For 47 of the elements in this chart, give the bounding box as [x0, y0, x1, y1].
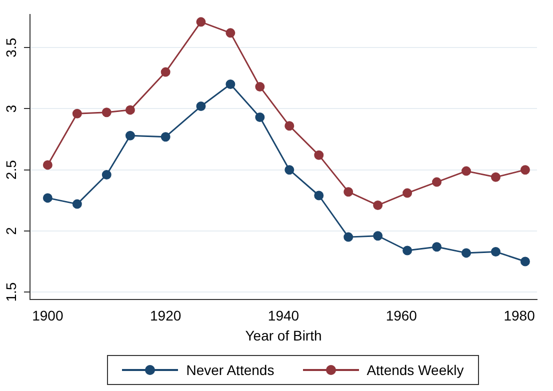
- x-tick-label: 1940: [268, 308, 300, 324]
- y-tick-label: 2.5: [2, 160, 19, 180]
- point: [125, 130, 135, 140]
- point: [314, 150, 324, 160]
- point: [196, 17, 206, 27]
- point: [520, 256, 530, 266]
- point: [373, 231, 383, 241]
- point: [490, 172, 500, 182]
- point: [344, 232, 354, 242]
- point: [72, 199, 82, 209]
- point: [42, 160, 52, 170]
- point: [160, 132, 170, 142]
- point: [402, 188, 412, 198]
- point: [102, 108, 112, 118]
- point: [160, 67, 170, 77]
- legend-label: Attends Weekly: [366, 362, 464, 378]
- point: [462, 166, 472, 176]
- x-tick-label: 1980: [504, 308, 536, 324]
- point: [284, 121, 294, 131]
- point: [255, 82, 265, 92]
- x-tick-label: 1960: [386, 308, 418, 324]
- point: [462, 248, 472, 258]
- point: [402, 246, 412, 256]
- point: [490, 246, 500, 256]
- point: [284, 165, 294, 175]
- point: [125, 105, 135, 115]
- point: [102, 170, 112, 180]
- x-axis-title: Year of Birth: [245, 327, 322, 344]
- point: [42, 193, 52, 203]
- y-tick-label: 2: [2, 226, 19, 235]
- point: [226, 28, 236, 38]
- point: [255, 112, 265, 122]
- y-tick-label: 3: [2, 104, 19, 113]
- point: [432, 242, 442, 252]
- point: [373, 200, 383, 210]
- point: [226, 80, 236, 90]
- point: [344, 187, 354, 197]
- y-tick-label: 1.5: [2, 282, 19, 302]
- point: [520, 165, 530, 175]
- point: [432, 177, 442, 187]
- y-tick-label: 3.5: [2, 38, 19, 58]
- point: [72, 108, 82, 118]
- point: [196, 102, 206, 112]
- point: [314, 190, 324, 200]
- x-tick-label: 1900: [32, 308, 64, 324]
- legend-label: Never Attends: [186, 362, 274, 378]
- x-tick-label: 1920: [150, 308, 182, 324]
